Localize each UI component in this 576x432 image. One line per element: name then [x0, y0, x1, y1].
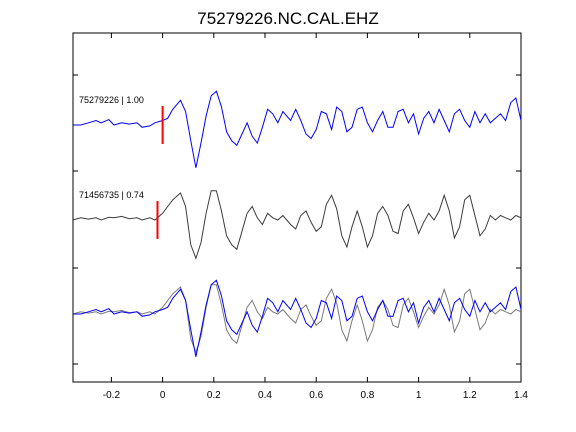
x-tick-label-1: 0	[160, 390, 166, 401]
overlay-trace-gray	[72, 284, 522, 354]
chart-title: 75279226.NC.CAL.EHZ	[197, 9, 378, 28]
overlay-trace-blue	[73, 279, 522, 357]
x-tick-label-5: 0.8	[360, 390, 374, 401]
x-tick-label-2: 0.2	[207, 390, 221, 401]
x-tick-label-6: 1	[416, 390, 422, 401]
traces: 75279226 | 1.00 71456735 | 0.74	[72, 90, 522, 357]
x-tick-label-8: 1.4	[514, 390, 528, 401]
plot-frame	[72, 32, 522, 383]
trace-label-1: 75279226 | 1.00	[79, 95, 144, 105]
trace-label-2: 71456735 | 0.74	[79, 190, 144, 200]
trace-2	[72, 190, 522, 260]
x-tick-label-4: 0.6	[309, 390, 323, 401]
x-tick-label-0: -0.2	[103, 390, 121, 401]
x-tick-label-7: 1.2	[463, 390, 477, 401]
x-tick-label-3: 0.4	[258, 390, 272, 401]
trace-1	[73, 90, 522, 168]
x-axis: -0.2 0 0.2 0.4 0.6 0.8 1 1.2 1.4	[103, 33, 528, 401]
y-ticks	[73, 74, 521, 365]
